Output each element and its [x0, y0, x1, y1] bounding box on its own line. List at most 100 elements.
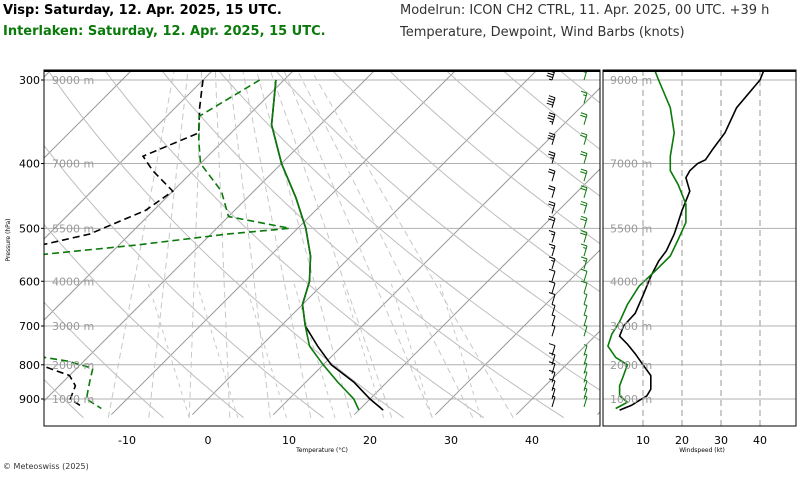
wind-barb	[551, 395, 556, 408]
x-axis-label: Temperature (°C)	[295, 447, 348, 454]
wind-barb-half-flag	[551, 324, 556, 327]
y-axis-label: Pressure (hPa)	[5, 218, 12, 261]
wind-barb-flag	[548, 215, 556, 219]
wind-barb-flag	[580, 215, 588, 219]
wind-barb-flag	[546, 102, 553, 106]
isotherm-line	[44, 70, 133, 159]
wind-barb	[583, 324, 588, 337]
wind-barb	[546, 95, 556, 108]
wind-barb-staff	[583, 218, 588, 229]
skewt-grid	[44, 60, 800, 419]
moist-adiabat-line	[148, 70, 189, 418]
wind-barb-staff	[583, 134, 588, 145]
wind-barb	[580, 243, 588, 257]
wind-barb-flag	[580, 153, 587, 157]
windspeed-tick-label: 40	[753, 434, 767, 447]
wind-barb-half-flag	[551, 247, 555, 249]
wind-barb	[580, 132, 588, 145]
wind-barb-staff	[551, 282, 556, 294]
wind-barb-half-flag	[583, 94, 587, 97]
wind-barb	[548, 268, 556, 282]
temperature-tick-label: 30	[444, 434, 458, 447]
wind-barb-flag	[548, 151, 556, 155]
wind-barb-staff	[551, 170, 556, 182]
isotherm-line	[44, 70, 295, 321]
wind-barb-flag	[580, 132, 588, 136]
wind-barb-flag	[548, 171, 555, 175]
wind-barb	[583, 370, 588, 383]
wind-barb-half-flag	[583, 362, 588, 365]
wind-barb-flag	[548, 200, 556, 204]
wind-barb-flag	[580, 280, 588, 284]
wind-barb	[583, 379, 588, 391]
wind-barb	[583, 387, 588, 400]
wind-barb-half-flag	[549, 120, 553, 123]
wind-barb	[580, 268, 588, 282]
moist-adiabat-line	[214, 70, 231, 418]
wind-barb-staff	[583, 372, 588, 383]
windspeed-grid	[603, 70, 796, 426]
wind-barb	[548, 185, 556, 198]
altitude-label: 9000 m	[52, 74, 94, 87]
wind-barb	[548, 280, 556, 294]
variables-label: Temperature, Dewpoint, Wind Barbs (knots…	[400, 25, 685, 40]
mixing-ratio-line	[244, 281, 287, 418]
wind-barb-flag	[548, 378, 556, 382]
wind-barb-staff	[583, 93, 588, 104]
windspeed-labels: 9000 m 7000 m 5500 m 4000 m 3000 m 2000 m 1000…	[610, 74, 767, 454]
windspeed-altitude-label: 2000 m	[610, 359, 652, 372]
pressure-tick-label: 300	[19, 74, 40, 87]
windspeed-altitude-label: 4000 m	[610, 275, 652, 288]
pressure-tick-label: 500	[19, 222, 40, 235]
wind-barb-flag	[580, 171, 587, 175]
wind-barb-flag	[580, 168, 588, 172]
wind-barb-staff	[583, 271, 588, 282]
wind-barb-flag	[548, 153, 555, 157]
wind-barb-staff	[551, 305, 556, 316]
series-line	[270, 79, 360, 411]
wind-barb-flag	[548, 97, 555, 101]
wind-barb-flag	[547, 117, 554, 121]
windspeed-series-line	[607, 70, 687, 410]
wind-barb	[551, 314, 556, 327]
wind-barb-flag	[580, 185, 588, 189]
wind-barb-staff	[583, 114, 588, 125]
moist-adiabat-line	[296, 70, 474, 418]
mixing-ratio-line	[438, 281, 482, 418]
dry-adiabat-line	[44, 223, 244, 419]
windspeed-series	[607, 70, 765, 411]
wind-barb-flag	[548, 185, 556, 189]
wind-barb	[580, 112, 588, 125]
wind-barb	[548, 243, 556, 257]
isotherm-line	[191, 70, 538, 416]
wind-barb	[551, 387, 556, 400]
wind-barb-flag	[580, 112, 588, 116]
wind-barb-flag	[548, 132, 556, 136]
wind-barb-half-flag	[583, 379, 588, 382]
wind-barb	[583, 395, 588, 408]
wind-barb	[583, 293, 588, 305]
mixing-ratio-line	[195, 281, 239, 418]
wind-barb-staff	[551, 271, 556, 282]
wind-barb-half-flag	[583, 387, 588, 390]
moist-adiabat-line	[283, 70, 433, 418]
wind-barb-flag	[548, 343, 556, 347]
wind-barb-staff	[583, 203, 588, 214]
altitude-label: 4000 m	[52, 275, 94, 288]
wind-barb-staff	[583, 232, 588, 243]
wind-barb-half-flag	[550, 157, 554, 160]
moist-adiabat-line	[255, 70, 352, 418]
wind-barb-flag	[548, 203, 555, 207]
wind-barb-half-flag	[551, 303, 556, 306]
wind-barb-half-flag	[583, 259, 587, 262]
altitude-label: 1000 m	[52, 393, 94, 406]
dry-adiabat-line	[716, 60, 800, 418]
wind-barb	[548, 378, 556, 391]
wind-barb-flag	[548, 95, 556, 99]
wind-barb-flag	[580, 90, 588, 94]
wind-barb-staff	[583, 294, 588, 305]
wind-barb-flag	[548, 112, 556, 116]
wind-barb-staff	[551, 396, 556, 408]
wind-barb	[551, 303, 556, 316]
wind-barb-half-flag	[583, 353, 588, 356]
